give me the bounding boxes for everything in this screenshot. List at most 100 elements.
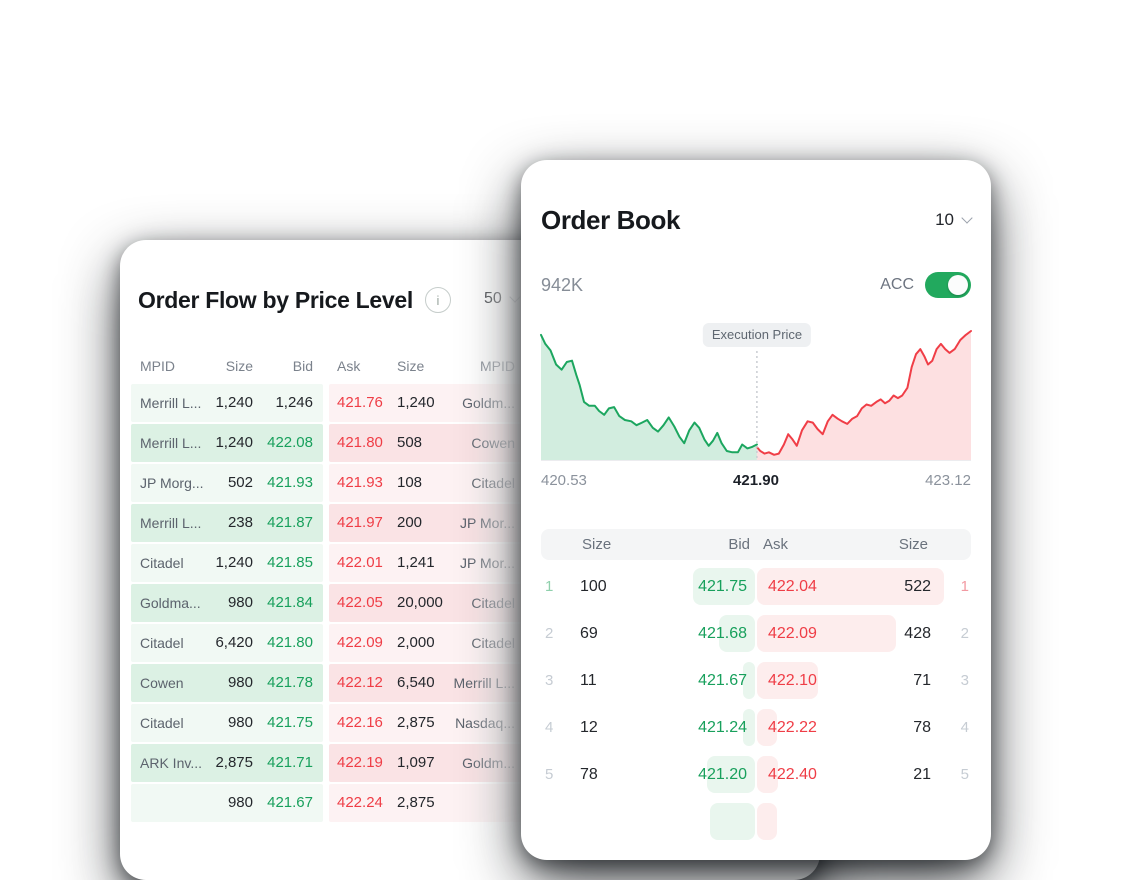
order-book-row[interactable]: 5 78 421.20 422.40 21 5 [541,751,971,798]
ask-mpid-cell: Cowen [471,435,515,451]
row-index-left: 3 [545,672,554,689]
order-book-row[interactable]: 1 100 421.75 422.04 522 1 [541,563,971,610]
bid-depth-stripe [131,704,323,742]
order-book-row[interactable]: 2 69 421.68 422.09 428 2 [541,610,971,657]
bid-depth-stripe [131,424,323,462]
ask-mpid-cell: Citadel [471,595,515,611]
depth-chart-svg [540,330,972,460]
ask-size-cell: 21 [913,766,931,783]
ask-mpid-cell: JP Mor... [460,555,515,571]
bid-size-cell: 502 [227,474,253,491]
bid-size-cell: 2,875 [215,754,253,771]
bid-mpid-cell: Merrill L... [140,515,202,531]
order-book-card: Order Book 10 942K ACC Execution Price 4… [521,160,991,860]
ask-size-cell: 522 [904,578,931,595]
bid-price-cell: 421.67 [698,672,747,689]
bid-price-cell: 421.85 [267,554,313,571]
x-label-execution: 421.90 [733,472,779,489]
ask-depth-bar [757,756,778,793]
acc-label: ACC [880,276,914,293]
bid-size-cell: 11 [580,672,597,689]
ask-price-cell: 422.16 [337,714,383,731]
bid-price-cell: 421.84 [267,594,313,611]
bid-size-cell: 980 [227,714,253,731]
row-index-right: 5 [960,766,969,783]
toggle-knob [948,275,968,295]
order-flow-depth-dropdown[interactable]: 50 [484,290,521,308]
bid-depth-stripe [131,544,323,582]
col-header-size-ask: Size [397,358,425,374]
bid-size-cell: 980 [227,794,253,811]
bid-depth-bar [743,709,755,746]
bid-price-cell: 421.87 [267,514,313,531]
ask-mpid-cell: Goldm... [462,395,515,411]
chevron-down-icon [509,291,521,303]
order-book-row[interactable] [541,798,971,845]
bid-mpid-cell: Cowen [140,675,184,691]
bid-mpid-cell: ARK Inv... [140,755,202,771]
bid-depth-stripe [131,744,323,782]
ask-price-cell: 422.12 [337,674,383,691]
order-book-depth-dropdown[interactable]: 10 [935,210,973,230]
bid-depth-stripe [131,464,323,502]
bid-size-cell: 980 [227,674,253,691]
ask-mpid-cell: Goldm... [462,755,515,771]
order-book-row[interactable]: 3 11 421.67 422.10 71 3 [541,657,971,704]
row-index-left: 2 [545,625,554,642]
ask-price-cell: 421.76 [337,394,383,411]
order-book-column-headers: Size Bid Ask Size [541,529,971,560]
ask-size-cell: 20,000 [397,594,443,611]
col-header-bid: Bid [728,536,750,553]
ask-size-cell: 1,240 [397,394,435,411]
ask-size-cell: 78 [913,719,931,736]
bid-price-cell: 421.68 [698,625,747,642]
chevron-down-icon [961,212,973,224]
ask-mpid-cell: Citadel [471,635,515,651]
bid-price-cell: 1,246 [275,394,313,411]
ask-mpid-cell: Nasdaq... [455,715,515,731]
order-flow-depth-value: 50 [484,290,502,307]
bid-mpid-cell: Citadel [140,635,184,651]
row-index-right: 1 [960,578,969,595]
order-book-header: Order Book 10 [541,202,973,238]
order-book-depth-value: 10 [935,210,954,229]
bid-size-cell: 78 [580,766,598,783]
x-label-low: 420.53 [541,472,587,489]
page: { "order_flow": { "title": "Order Flow b… [120,204,973,880]
ask-size-cell: 108 [397,474,423,491]
ask-size-cell: 71 [913,672,931,689]
bid-side-line [540,333,758,454]
info-icon[interactable]: i [425,287,451,313]
bid-size-cell: 238 [227,514,253,531]
order-book-row[interactable]: 4 12 421.24 422.22 78 4 [541,704,971,751]
acc-toggle[interactable] [925,272,971,298]
col-header-mpid-bid: MPID [140,358,175,374]
row-index-left: 5 [545,766,554,783]
bid-mpid-cell: Goldma... [140,595,201,611]
ask-price-cell: 422.22 [768,719,817,736]
col-header-ask: Ask [763,536,789,553]
bid-depth-bar [693,568,755,605]
row-index-right: 3 [960,672,969,689]
acc-control: ACC [880,272,971,298]
bid-size-cell: 69 [580,625,598,642]
ask-price-cell: 421.80 [337,434,383,451]
execution-price-label: Execution Price [702,323,812,347]
order-flow-row[interactable]: Cowen 980 421.78 422.12 6,540 Merrill L... [120,664,841,704]
col-header-size-bid: Size [582,536,612,553]
ask-depth-bar [757,709,777,746]
bid-price-cell: 421.20 [698,766,747,783]
ask-depth-bar [757,615,896,652]
order-flow-header: Order Flow by Price Level i [138,284,451,316]
ask-depth-bar [757,662,818,699]
order-book-title: Order Book [541,204,681,235]
bid-mpid-cell: Merrill L... [140,435,202,451]
ask-price-cell: 422.01 [337,554,383,571]
bid-depth-bar [743,662,755,699]
bid-depth-stripe [131,384,323,422]
bid-size-cell: 100 [580,578,607,595]
row-index-right: 4 [960,719,969,736]
order-flow-title: Order Flow by Price Level [138,286,413,313]
bid-price-cell: 421.80 [267,634,313,651]
ask-size-cell: 2,875 [397,714,435,731]
